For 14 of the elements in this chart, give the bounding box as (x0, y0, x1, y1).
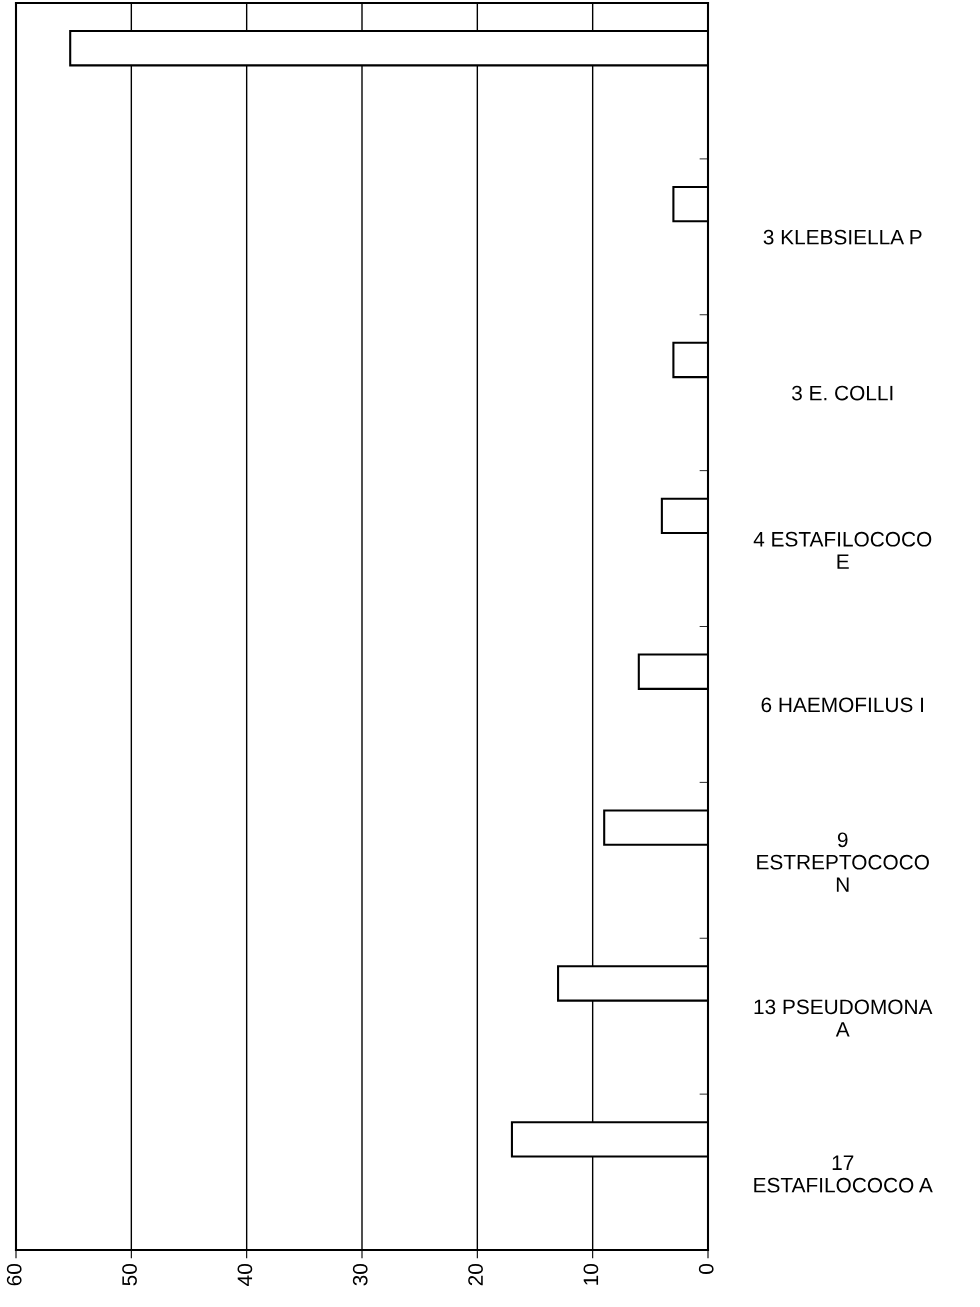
y-tick-label: 13 PSEUDOMONA A (754, 999, 933, 1037)
y-tick-label: 4 ESTAFILOCOCO E (753, 531, 932, 569)
x-tick-label: 50 (122, 1264, 137, 1286)
y-tick-label: 3 KLEBSIELLA P (763, 229, 922, 245)
x-tick-label: 60 (6, 1264, 22, 1286)
x-tick-label: 30 (352, 1264, 368, 1286)
y-tick-label: 3 E. COLLI (791, 385, 893, 401)
x-tick-label: 10 (583, 1264, 599, 1285)
y-tick-label: 6 HAEMOFILUS I (761, 697, 923, 713)
x-tick-label: 0 (698, 1264, 714, 1274)
x-tick-label: 20 (468, 1264, 483, 1286)
x-tick-label: 40 (237, 1264, 253, 1286)
y-tick-label: 9 ESTREPTOCOCO N (757, 832, 929, 892)
y-tick-label: 17 ESTAFILOCOCO A (754, 1155, 933, 1193)
